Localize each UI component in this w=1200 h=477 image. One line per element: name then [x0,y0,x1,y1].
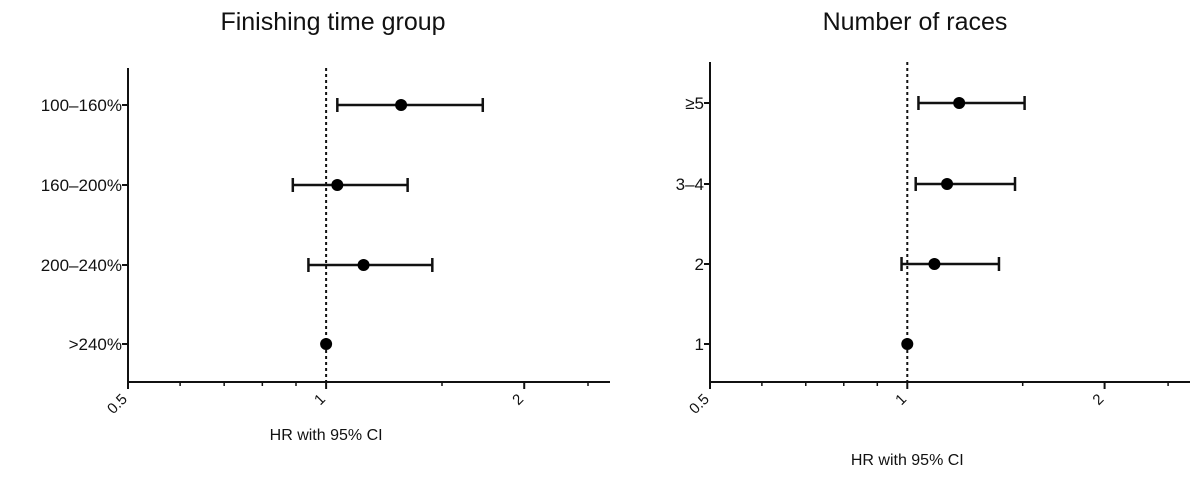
y-tick-label: 3–4 [676,175,704,194]
x-tick-label: 0.5 [104,391,131,418]
x-tick-label: 2 [1089,391,1107,409]
hr-point [941,178,954,190]
hr-point [901,338,914,350]
y-tick-label: 100–160% [41,96,122,115]
x-axis-label: HR with 95% CI [270,427,383,444]
x-tick-label: 1 [892,391,910,409]
hr-point [331,179,344,191]
y-tick-label: ≥5 [685,94,704,113]
y-tick-label: >240% [69,335,122,354]
x-tick-label: 2 [509,391,527,409]
panel-title: Number of races [823,8,1008,36]
forest-panel-1: Finishing time group 0.5 1 2 100–160% 160–200… [41,8,610,444]
y-tick-label: 2 [695,255,704,274]
x-tick-label: 0.5 [686,391,713,418]
hr-point [395,99,408,111]
hr-point [320,338,333,350]
hr-point [928,258,941,270]
hr-point [953,97,966,109]
hr-point [357,259,370,271]
x-tick-label: 1 [311,391,329,409]
forest-panel-2: Number of races 0.5 1 2 ≥5 3–4 2 1 HR with 95% C… [676,8,1190,469]
x-axis-label: HR with 95% CI [851,452,964,469]
y-tick-label: 1 [695,335,704,354]
y-tick-label: 160–200% [41,176,122,195]
y-tick-label: 200–240% [41,256,122,275]
panel-title: Finishing time group [220,8,445,36]
